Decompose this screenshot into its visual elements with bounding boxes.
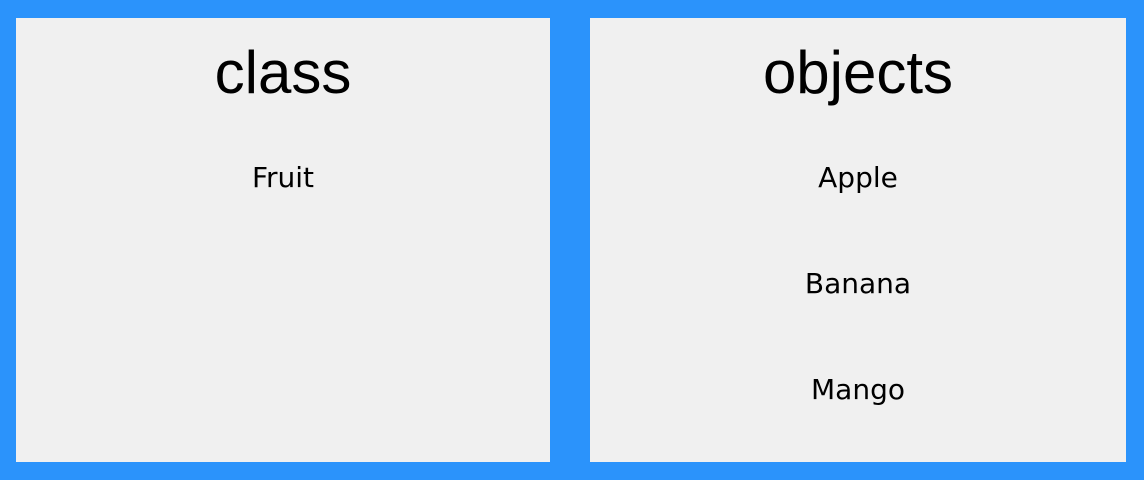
objects-panel-title: objects	[762, 39, 954, 106]
objects-panel: objects Apple Banana Mango	[590, 18, 1126, 462]
object-item-banana: Banana	[804, 267, 912, 300]
object-item-apple: Apple	[818, 161, 898, 194]
object-item-mango: Mango	[811, 373, 905, 406]
class-item: Fruit	[251, 161, 315, 194]
class-panel-title: class	[214, 39, 352, 106]
class-panel: class Fruit	[16, 18, 550, 462]
